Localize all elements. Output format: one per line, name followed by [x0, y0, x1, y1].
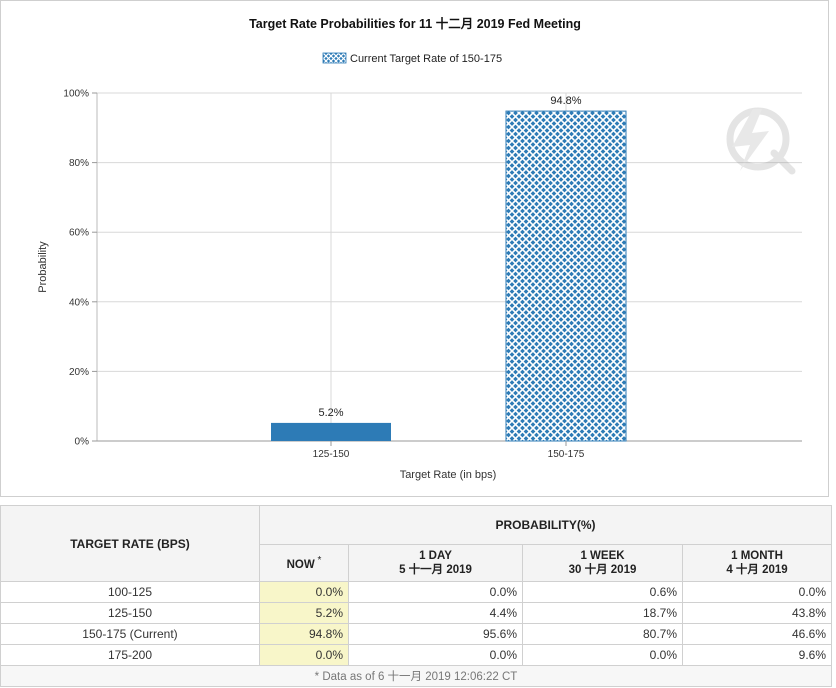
y-tick-label: 40%: [69, 297, 89, 308]
probability-table: TARGET RATE (BPS) PROBABILITY(%) NOW * 1 …: [0, 505, 832, 687]
data-label: 5.2%: [318, 407, 343, 419]
day-cell: 95.6%: [348, 623, 523, 645]
subheader-date: 5 十一月 2019: [399, 564, 472, 576]
day-cell: 4.4%: [348, 602, 523, 624]
table-row: 175-200 0.0% 0.0% 0.0% 9.6%: [0, 644, 832, 666]
table-footnote: * Data as of 6 十一月 2019 12:06:22 CT: [0, 665, 832, 687]
subheader-2: 1 WEEK 30 十月 2019: [522, 544, 683, 582]
y-tick-label: 60%: [69, 228, 89, 239]
week-cell: 18.7%: [522, 602, 683, 624]
probability-chart: Target Rate Probabilities for 11 十二月 201…: [37, 16, 802, 481]
now-cell: 5.2%: [259, 602, 349, 624]
grid-lines: [96, 92, 802, 442]
chart-panel: Target Rate Probabilities for 11 十二月 201…: [0, 0, 829, 497]
x-axis-title: Target Rate (in bps): [400, 469, 497, 481]
cme-fedwatch-logo-icon: [726, 107, 796, 175]
chart-legend[interactable]: Current Target Rate of 150-175: [322, 52, 502, 65]
bar-125-150: [271, 422, 391, 441]
x-axis-ticks: 125-150 150-175: [313, 441, 585, 460]
subheader-period: 1 MONTH: [731, 550, 783, 562]
rate-cell: 125-150: [0, 602, 260, 624]
month-cell: 43.8%: [682, 602, 832, 624]
legend-label: Current Target Rate of 150-175: [350, 53, 502, 65]
y-tick-label: 100%: [63, 89, 89, 100]
y-tick-label: 20%: [69, 367, 89, 378]
week-cell: 0.0%: [522, 644, 683, 666]
subheader-0: NOW *: [259, 544, 349, 582]
rate-cell: 150-175 (Current): [0, 623, 260, 645]
week-cell: 80.7%: [522, 623, 683, 645]
x-tick-label: 150-175: [548, 449, 585, 460]
rate-cell: 100-125: [0, 581, 260, 603]
subheader-period: NOW: [286, 558, 315, 571]
y-tick-label: 0%: [75, 437, 90, 448]
day-cell: 0.0%: [348, 644, 523, 666]
asterisk-mark: *: [314, 555, 322, 567]
y-axis-ticks: 0% 20% 40% 60% 80% 100%: [63, 89, 97, 448]
subheader-1: 1 DAY 5 十一月 2019: [348, 544, 523, 582]
month-cell: 0.0%: [682, 581, 832, 603]
probability-header: PROBABILITY(%): [259, 505, 832, 545]
target-rate-header: TARGET RATE (BPS): [0, 505, 260, 582]
now-cell: 0.0%: [259, 644, 349, 666]
now-cell: 0.0%: [259, 581, 349, 603]
probability-table-panel: TARGET RATE (BPS) PROBABILITY(%) NOW * 1 …: [0, 505, 832, 687]
y-axis-title: Probability: [37, 241, 49, 293]
subheader-date: 30 十月 2019: [568, 564, 637, 576]
chart-title: Target Rate Probabilities for 11 十二月 201…: [249, 16, 581, 31]
table-body: 100-125 0.0% 0.0% 0.6% 0.0% 125-150 5.2% 4.4% 18…: [0, 581, 832, 666]
rate-cell: 175-200: [0, 644, 260, 666]
subheader-3: 1 MONTH 4 十月 2019: [682, 544, 832, 582]
subheader-date: 4 十月 2019: [726, 564, 788, 576]
bars: 5.2% 94.8%: [271, 95, 627, 442]
x-tick-label: 125-150: [313, 449, 350, 460]
now-cell: 94.8%: [259, 623, 349, 645]
month-cell: 9.6%: [682, 644, 832, 666]
subheader-period: 1 DAY: [419, 550, 452, 562]
table-row: 100-125 0.0% 0.0% 0.6% 0.0%: [0, 581, 832, 603]
data-label: 94.8%: [550, 95, 581, 107]
legend-swatch: [322, 52, 347, 64]
subheader-period: 1 WEEK: [580, 550, 625, 562]
subheader-row: NOW * 1 DAY 5 十一月 2019 1 WEEK 30 十月 2019 1 MO…: [1, 544, 832, 582]
bar-150-175: [505, 110, 627, 442]
table-row: 125-150 5.2% 4.4% 18.7% 43.8%: [0, 602, 832, 624]
table-row: 150-175 (Current) 94.8% 95.6% 80.7% 46.6%: [0, 623, 832, 645]
week-cell: 0.6%: [522, 581, 683, 603]
month-cell: 46.6%: [682, 623, 832, 645]
y-tick-label: 80%: [69, 158, 89, 169]
day-cell: 0.0%: [348, 581, 523, 603]
